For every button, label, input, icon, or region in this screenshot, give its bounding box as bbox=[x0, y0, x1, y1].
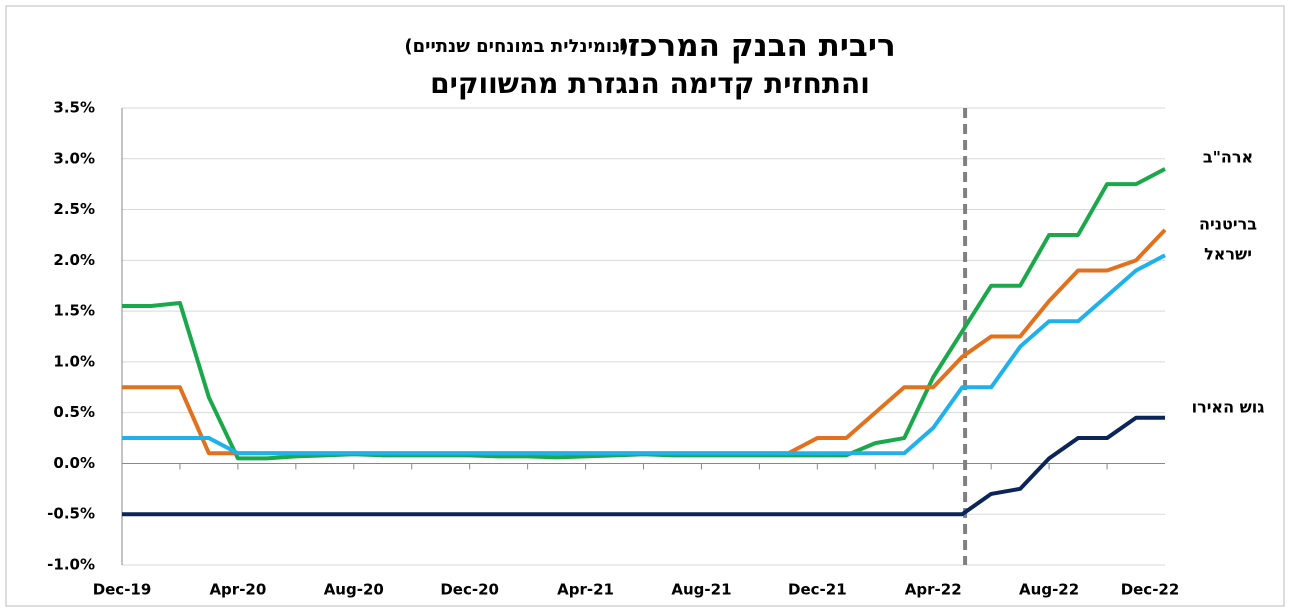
y-tick-label: 2.0% bbox=[53, 251, 95, 269]
x-tick-label: Dec-20 bbox=[440, 581, 499, 599]
x-tick-label: Dec-19 bbox=[93, 581, 152, 599]
y-tick-label: 3.5% bbox=[53, 99, 95, 117]
x-tick-label: Apr-21 bbox=[557, 581, 614, 599]
series-line bbox=[122, 415, 1165, 517]
subtitle: (נומינלית במונחים שנתיים) bbox=[404, 36, 628, 57]
series-label: גוש האירו bbox=[1192, 398, 1265, 417]
y-tick-label: 2.5% bbox=[53, 200, 95, 218]
series-label: ישראל bbox=[1204, 245, 1252, 264]
x-tick-label: Apr-20 bbox=[209, 581, 266, 599]
y-tick-label: -0.5% bbox=[47, 505, 95, 523]
title-line2: והתחזית קדימה הנגזרת מהשווקים bbox=[430, 67, 870, 100]
series-label: ארה"ב bbox=[1203, 148, 1253, 167]
chart-border bbox=[5, 5, 1285, 607]
x-tick-label: Aug-20 bbox=[324, 581, 384, 599]
x-tick-label: Dec-22 bbox=[1121, 581, 1180, 599]
y-tick-label: -1.0% bbox=[47, 556, 95, 574]
y-tick-label: 0.0% bbox=[53, 454, 95, 472]
y-tick-label: 1.0% bbox=[53, 352, 95, 370]
series-label: בריטניה bbox=[1199, 215, 1257, 234]
y-tick-label: 0.5% bbox=[53, 403, 95, 421]
y-tick-label: 1.5% bbox=[53, 302, 95, 320]
x-tick-label: Dec-21 bbox=[788, 581, 847, 599]
y-tick-label: 3.0% bbox=[53, 149, 95, 167]
series-line bbox=[122, 253, 1166, 456]
title-main: ריבית הבנק המרכזי bbox=[618, 28, 895, 64]
x-tick-label: Aug-22 bbox=[1019, 581, 1079, 599]
x-tick-label: Aug-21 bbox=[671, 581, 731, 599]
chart-title: ריבית הבנק המרכזי(נומינלית במונחים שנתיי… bbox=[404, 28, 895, 64]
x-tick-label: Apr-22 bbox=[905, 581, 962, 599]
